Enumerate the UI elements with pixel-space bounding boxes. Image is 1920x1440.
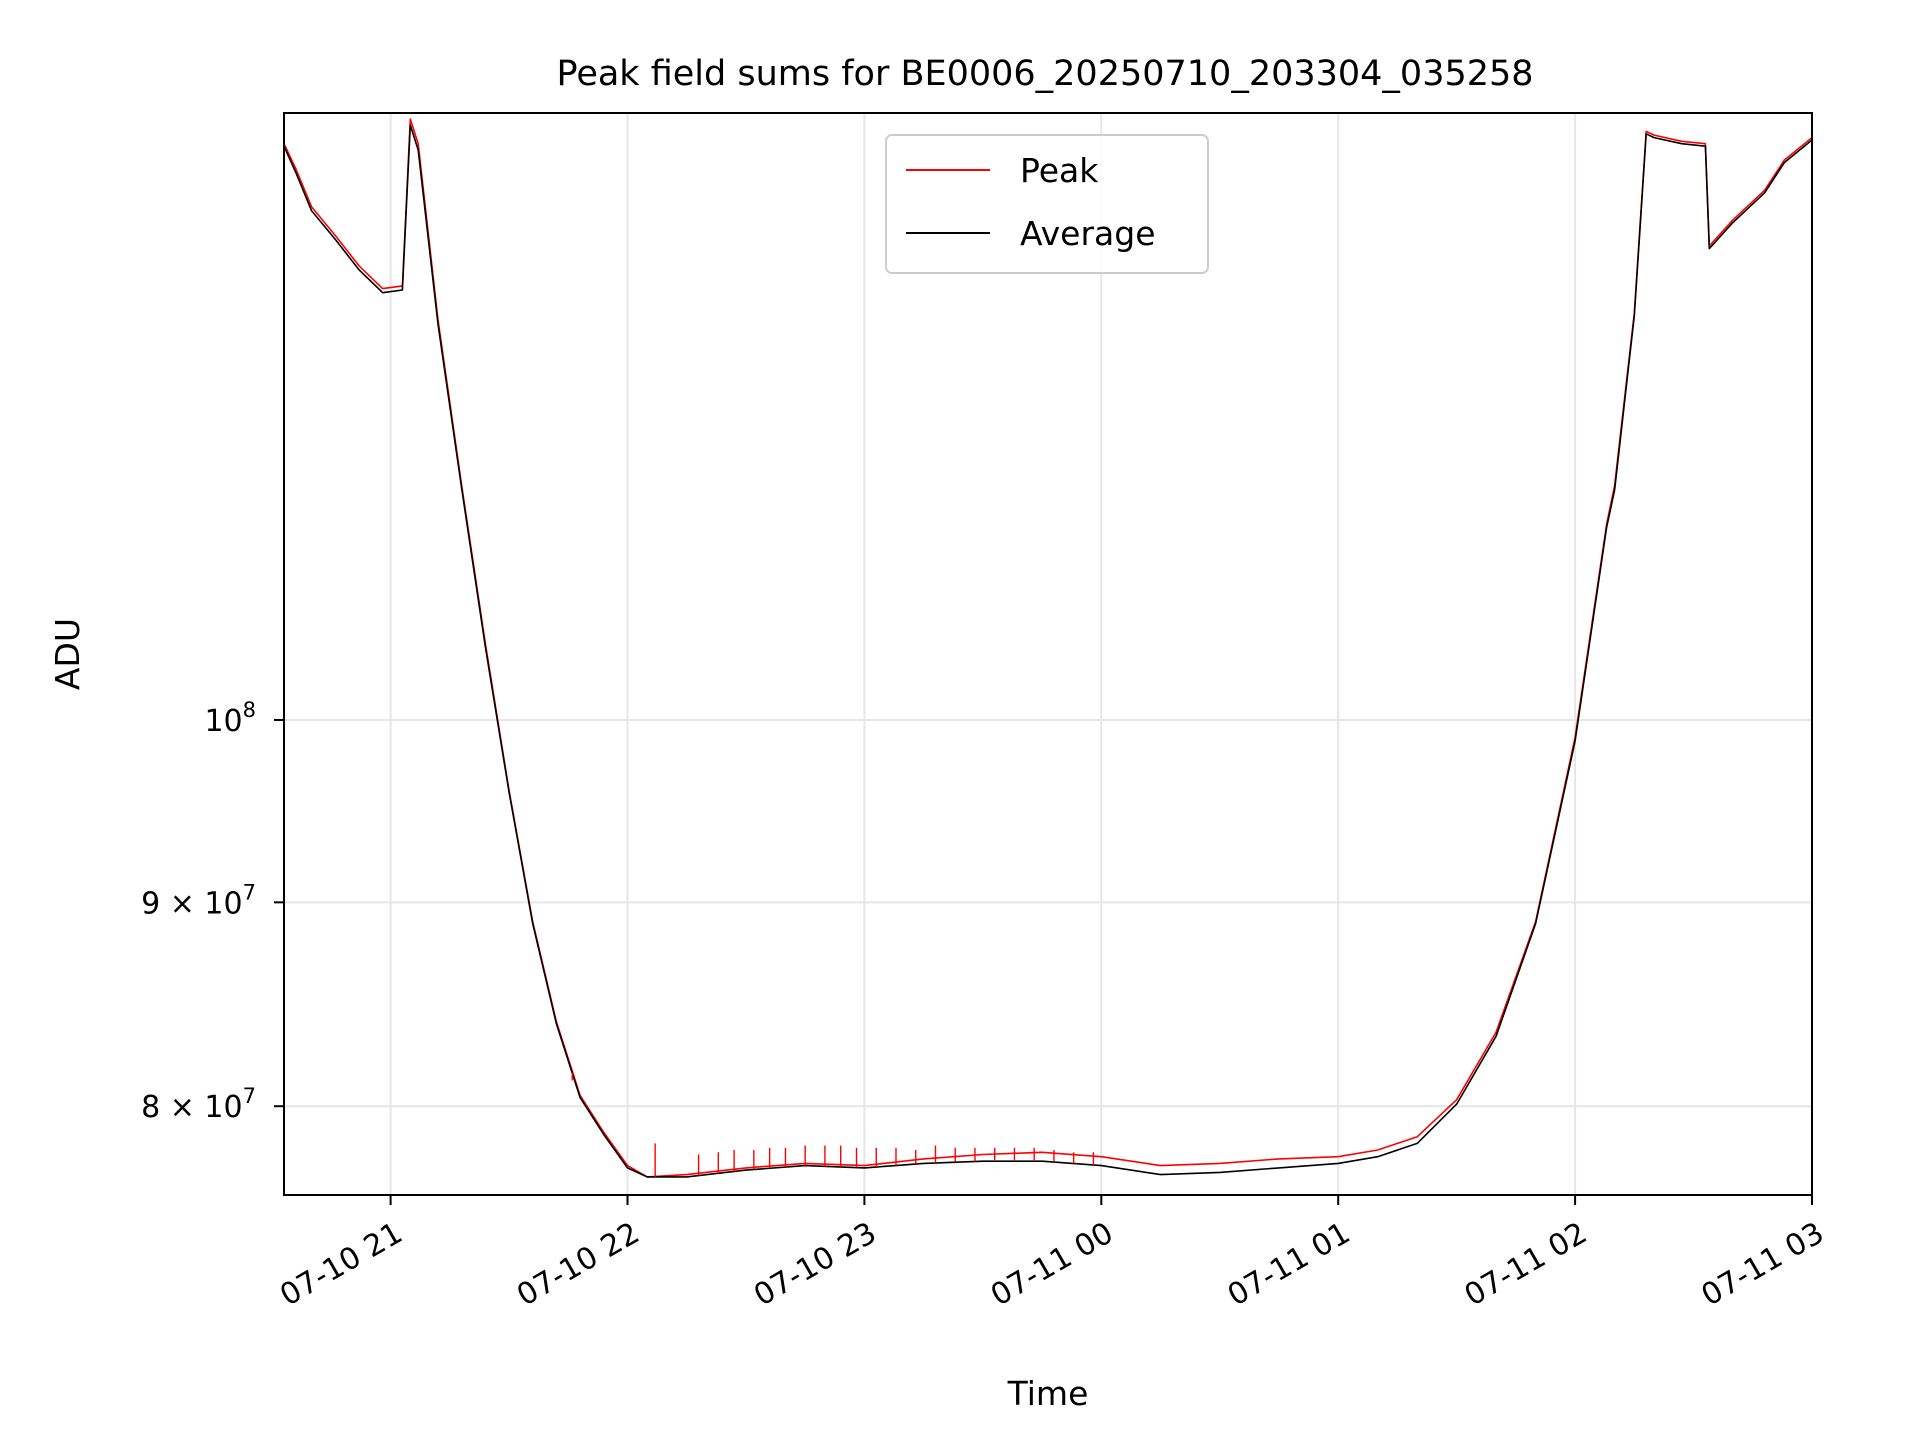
chart-title: Peak field sums for BE0006_20250710_2033… xyxy=(556,54,1533,94)
x-axis-label: Time xyxy=(1007,1374,1089,1413)
y-tick-label-exponent: 8 xyxy=(243,698,256,722)
series-line-average xyxy=(284,124,1812,1178)
y-tick-label-base: 9 × 10 xyxy=(141,886,242,921)
y-axis-label: ADU xyxy=(48,618,87,690)
y-tick-label-base: 8 × 10 xyxy=(141,1090,242,1125)
y-tick-label-base: 10 xyxy=(204,704,242,739)
y-tick-label: 108 xyxy=(204,698,256,739)
y-tick-label: 8 × 107 xyxy=(141,1084,256,1125)
plot-frame xyxy=(283,112,1813,1196)
y-tick-label: 9 × 107 xyxy=(141,880,256,921)
series-layer xyxy=(284,118,1812,1178)
legend-label-average: Average xyxy=(1020,214,1156,253)
y-tick-label-exponent: 7 xyxy=(243,880,256,904)
y-tick-label-exponent: 7 xyxy=(243,1084,256,1108)
legend-label-peak: Peak xyxy=(1020,151,1099,190)
series-line-peak xyxy=(284,118,1812,1178)
legend: Peak Average xyxy=(885,134,1209,274)
